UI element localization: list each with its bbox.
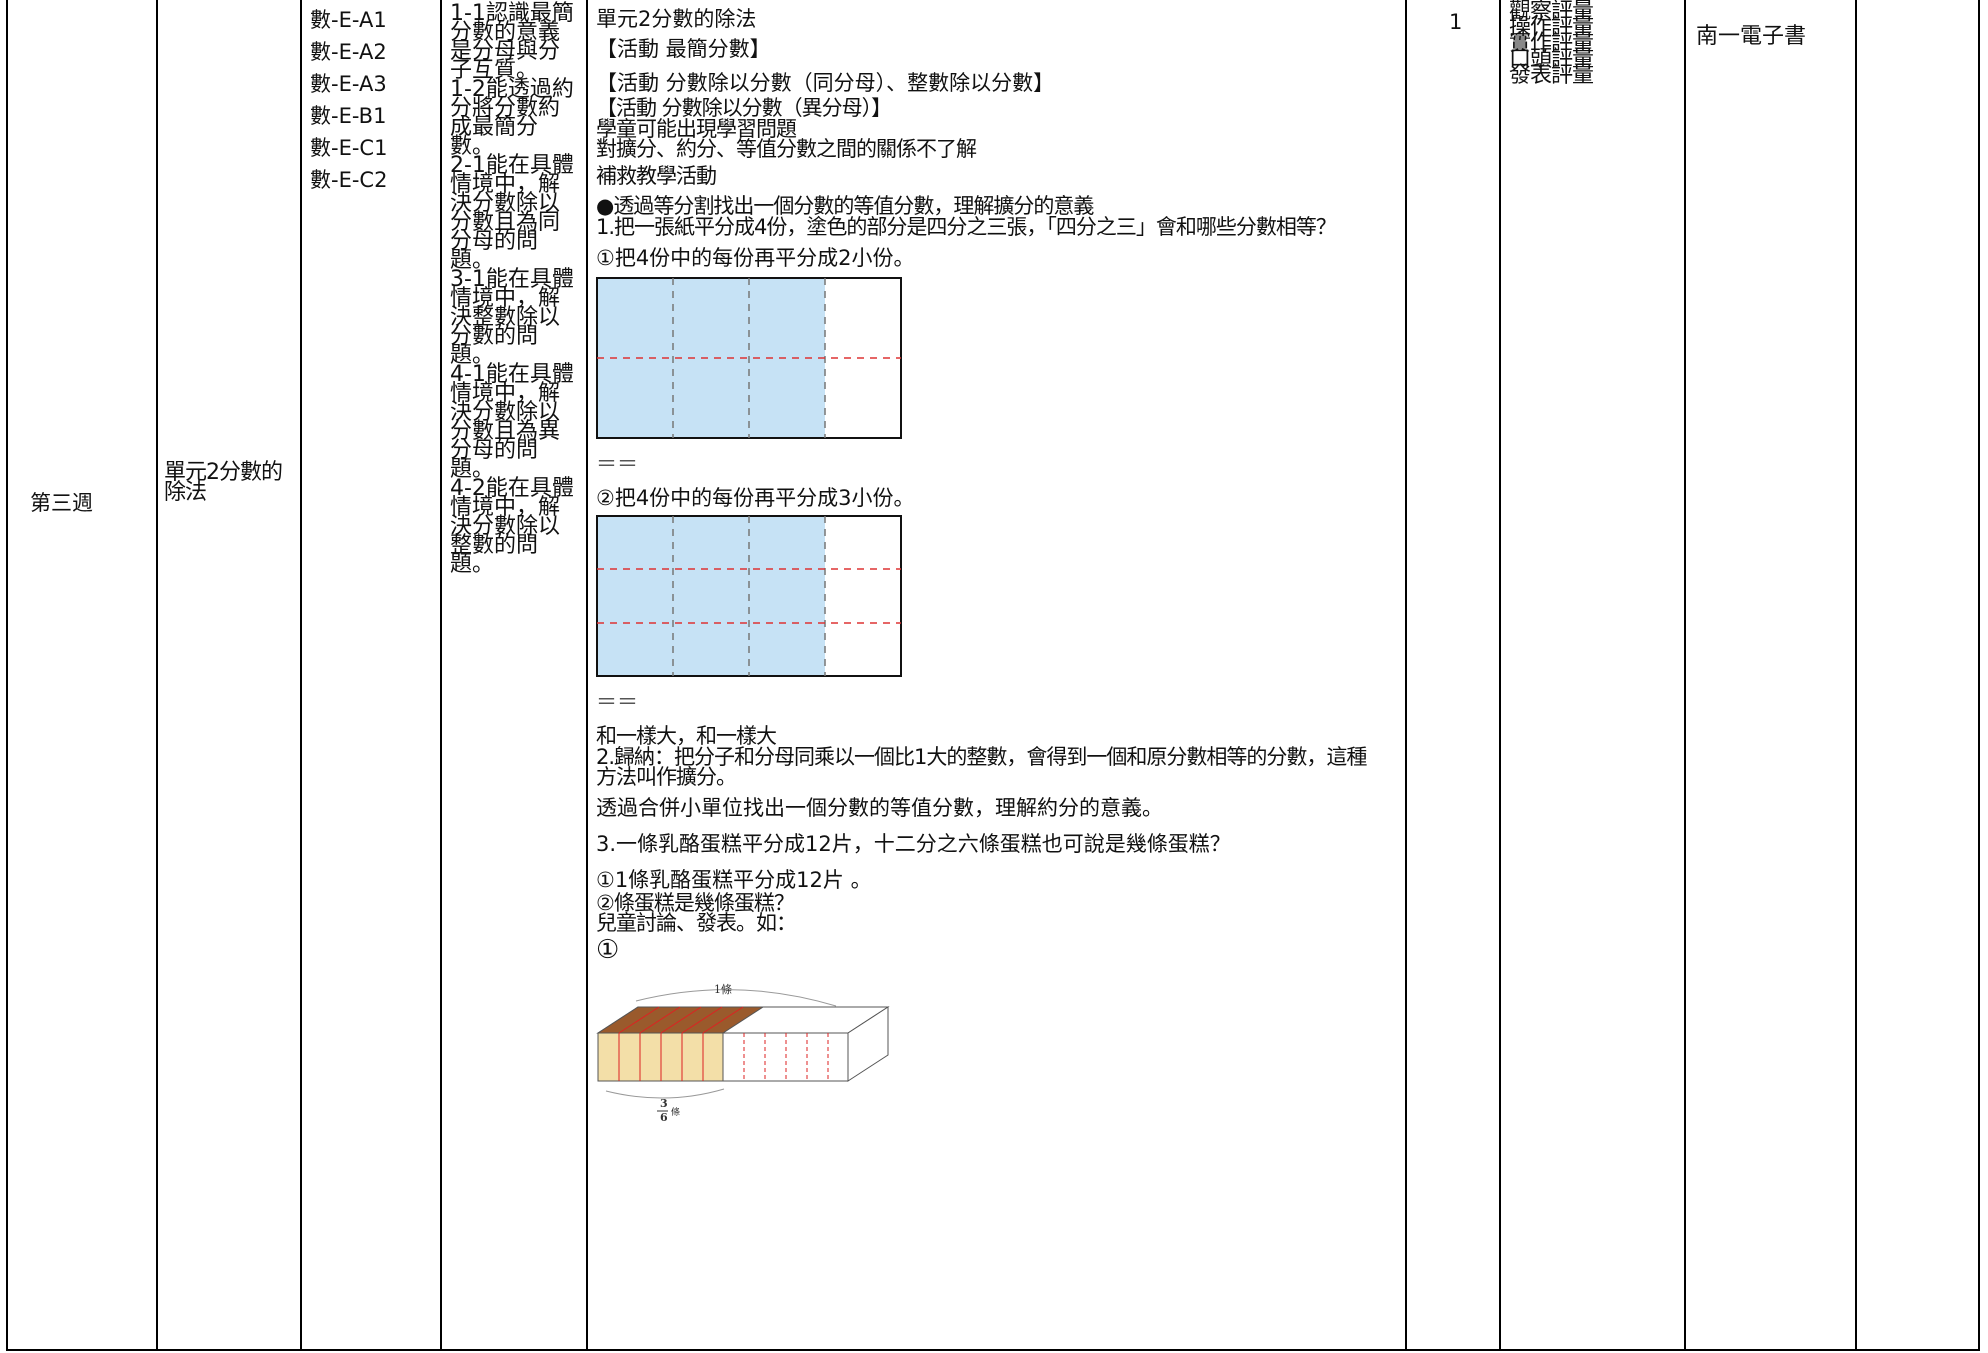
content-line: 學童可能出現學習問題: [596, 117, 797, 141]
cell-resources: 南一電子書: [1684, 0, 1855, 1350]
content-line: ①把4份中的每份再平分成2小份。: [596, 246, 915, 270]
content-line: ①: [596, 935, 620, 965]
cake-diagram: 1條 3 6 條: [596, 982, 890, 1121]
content-line: 透過合併小單位找出一個分數的等值分數，理解約分的意義。: [596, 796, 1163, 820]
code: 數-E-C2: [310, 168, 388, 192]
cut-lines: [618, 1006, 744, 1081]
content-line: 2.歸納：把分子和分母同乘以一個比1大的整數，會得到一個和原分數相等的分數，這種…: [596, 745, 1367, 789]
objective: 1-2能透過約分將分數約成最簡分數。: [450, 77, 574, 159]
shaded: [597, 516, 825, 676]
content-line: 3.一條乳酪蛋糕平分成12片，十二分之六條蛋糕也可說是幾條蛋糕？: [596, 832, 1231, 856]
content-line: ●透過等分割找出一個分數的等值分數，理解擴分的意義: [596, 194, 1094, 218]
assessment: 操作評量: [1509, 15, 1594, 40]
cake-side: [847, 1006, 889, 1082]
objective: 4-2能在具體情境中，解決分數除以整數的問題。: [450, 476, 574, 577]
cake-label: 6: [660, 1111, 668, 1121]
cut-dashes: [743, 1033, 829, 1081]
content-line: 【活動 最簡分數】: [596, 37, 771, 61]
content-line: 對擴分、約分、等值分數之間的關係不了解: [596, 137, 977, 161]
assessment: 口頭評量: [1509, 47, 1594, 72]
code: 數-E-A2: [310, 40, 387, 64]
cell-periods: 1: [1405, 0, 1499, 1350]
week: 第三週: [30, 491, 93, 515]
unit: 單元2分數的除法: [164, 460, 283, 505]
code: 數-E-A1: [310, 8, 387, 32]
cell-content: 單元2分數的除法 【活動 最簡分數】 【活動 分數除以分數（同分母）、整數除以分…: [586, 0, 1405, 1350]
content-line: 補救教學活動: [596, 164, 717, 188]
cell-codes: 數-E-A1 數-E-A2 數-E-A3 數-E-B1 數-E-C1 數-E-C2: [300, 0, 440, 1350]
cell-unit: 單元2分數的除法: [156, 0, 300, 1350]
cell-week: 第三週: [6, 0, 156, 1350]
content-line: 單元2分數的除法: [596, 7, 757, 31]
cake-label: 3: [660, 1097, 668, 1110]
objective: 3-1能在具體情境中，解決整數除以分數的問題。: [450, 267, 574, 368]
content: 單元2分數的除法 【活動 最簡分數】 【活動 分數除以分數（同分母）、整數除以分…: [588, 0, 1404, 1121]
content-line: ②條蛋糕是幾條蛋糕？: [596, 891, 795, 915]
cake-label: 條: [671, 1106, 680, 1118]
objective: 2-1能在具體情境中，解決分數除以分數且為同分母的問題。: [450, 153, 574, 273]
code-list: 數-E-A1 數-E-A2 數-E-A3 數-E-B1 數-E-C1 數-E-C2: [302, 0, 440, 194]
content-line: 【活動 分數除以分數（同分母）、整數除以分數】: [596, 71, 1055, 95]
objective: 1-1認識最簡分數的意義是分母與分子互質。: [450, 1, 574, 83]
periods: 1: [1449, 10, 1463, 34]
code: 數-E-B1: [310, 104, 387, 128]
objective: 4-1能在具體情境中，解決分數除以分數且為異分母的問題。: [450, 362, 574, 482]
content-line: 和一樣大，和一樣大: [596, 724, 777, 748]
assessment: 觀察評量: [1509, 0, 1594, 24]
cell-notes: [1855, 0, 1980, 1350]
v-dashes: [672, 516, 826, 676]
assessment: 發表評量: [1509, 63, 1594, 88]
objective-list: 1-1認識最簡分數的意義是分母與分子互質。 1-2能透過約分將分數約成最簡分數。 2…: [442, 0, 586, 577]
cell-assessment: 觀察評量 操作評量 實作評量 口頭評量 發表評量: [1499, 0, 1684, 1350]
cell-objectives: 1-1認識最簡分數的意義是分母與分子互質。 1-2能透過約分將分數約成最簡分數。 2…: [440, 0, 586, 1350]
brace: [635, 989, 837, 1007]
cake-label: 1條: [714, 982, 732, 996]
content-line: ①1條乳酪蛋糕平分成12片 。: [596, 868, 872, 892]
assessment: 實作評量: [1509, 31, 1594, 56]
code: 數-E-A3: [310, 72, 387, 96]
content-line: 1.把一張紙平分成4份，塗色的部分是四分之三張，「四分之三」會和哪些分數相等？: [596, 215, 1337, 239]
grid-diagram: [596, 277, 902, 439]
assessment-list: 觀察評量 操作評量 實作評量 口頭評量 發表評量: [1501, 0, 1684, 88]
content-line: ②把4份中的每份再平分成3小份。: [596, 486, 915, 510]
h-dashes: [597, 568, 901, 624]
code: 數-E-C1: [310, 136, 388, 160]
shaded: [597, 278, 825, 438]
content-line: ＝＝: [596, 690, 638, 714]
grid-diagram: [596, 515, 902, 677]
brace: [605, 1088, 725, 1099]
content-line: 兒童討論、發表。如：: [596, 911, 797, 935]
resources: 南一電子書: [1696, 24, 1807, 49]
table-bottom: [6, 1349, 1980, 1351]
content-line: ＝＝: [596, 452, 638, 476]
content-line: 【活動 分數除以分數（異分母）】: [596, 96, 892, 120]
